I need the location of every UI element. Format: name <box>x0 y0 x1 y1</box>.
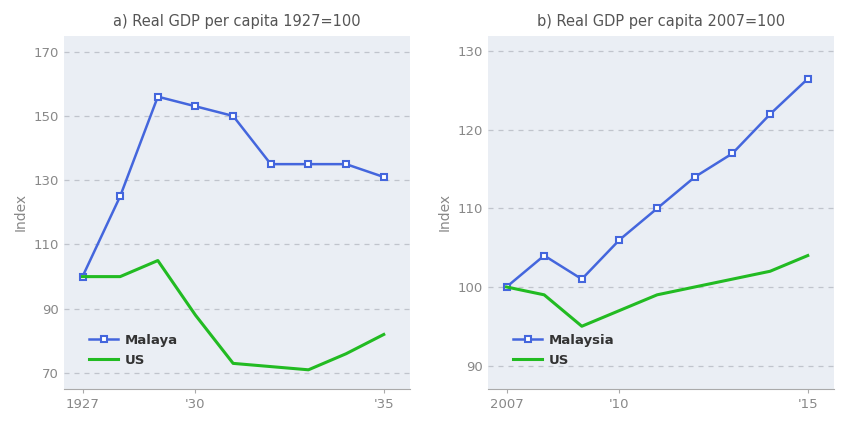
US <box>728 277 738 282</box>
Malaya <box>341 162 351 167</box>
Y-axis label: Index: Index <box>438 193 452 231</box>
US <box>803 253 813 258</box>
Malaysia <box>765 112 775 117</box>
US <box>304 367 314 372</box>
Legend: Malaya, US: Malaya, US <box>84 329 183 372</box>
Line: Malaysia: Malaysia <box>503 75 812 290</box>
Malaya <box>265 162 276 167</box>
Malaya <box>191 104 201 109</box>
US <box>77 274 87 279</box>
US <box>501 284 511 289</box>
US <box>577 324 587 329</box>
Malaysia <box>652 206 662 211</box>
Malaysia <box>577 277 587 282</box>
US <box>689 284 700 289</box>
Title: b) Real GDP per capita 2007=100: b) Real GDP per capita 2007=100 <box>537 14 785 29</box>
Malaya <box>77 274 87 279</box>
Malaya <box>379 174 389 179</box>
Malaysia <box>539 253 550 258</box>
US <box>153 258 163 263</box>
Legend: Malaysia, US: Malaysia, US <box>508 329 620 372</box>
Malaya <box>115 194 126 199</box>
Malaya <box>228 113 238 119</box>
US <box>765 269 775 274</box>
US <box>228 361 238 366</box>
US <box>615 308 625 313</box>
US <box>265 364 276 369</box>
Line: US: US <box>506 255 808 326</box>
US <box>341 351 351 356</box>
US <box>539 292 550 298</box>
US <box>191 313 201 318</box>
US <box>115 274 126 279</box>
Malaysia <box>803 76 813 81</box>
Malaya <box>153 94 163 99</box>
Title: a) Real GDP per capita 1927=100: a) Real GDP per capita 1927=100 <box>113 14 360 29</box>
Malaysia <box>728 151 738 156</box>
US <box>379 332 389 337</box>
Line: Malaya: Malaya <box>79 93 388 280</box>
Malaysia <box>501 284 511 289</box>
Y-axis label: Index: Index <box>14 193 28 231</box>
US <box>652 292 662 298</box>
Malaysia <box>615 237 625 242</box>
Line: US: US <box>82 261 384 370</box>
Malaysia <box>689 174 700 179</box>
Malaya <box>304 162 314 167</box>
